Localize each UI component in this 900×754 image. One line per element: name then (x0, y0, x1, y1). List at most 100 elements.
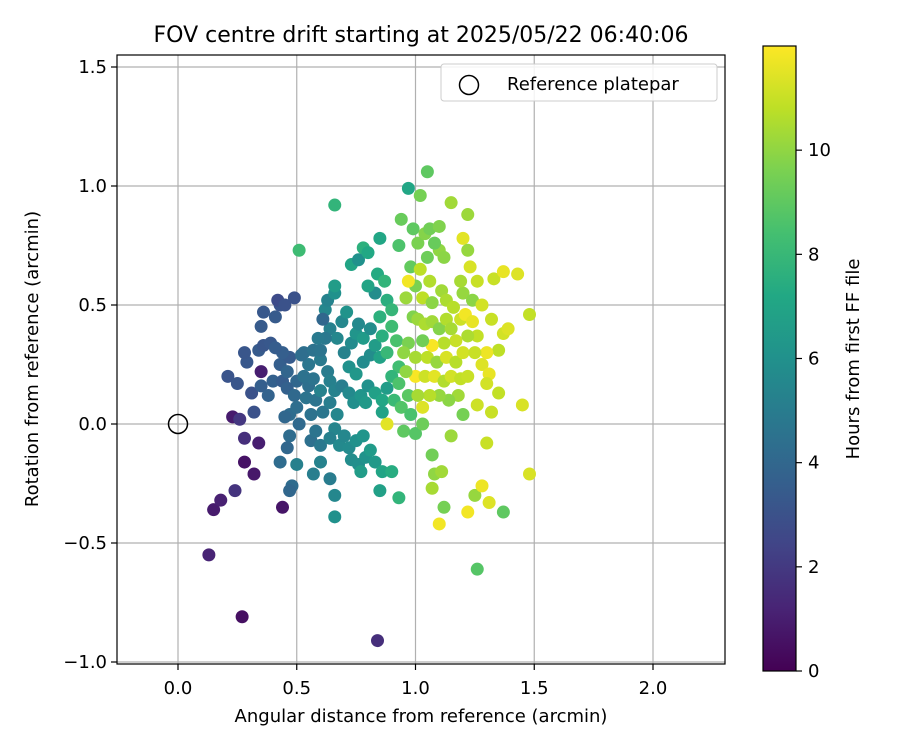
data-point (401, 274, 415, 288)
data-point (314, 343, 327, 357)
data-point (432, 322, 446, 336)
data-point (257, 305, 270, 319)
colorbar-tick-label: 8 (808, 244, 819, 265)
data-point (287, 388, 301, 402)
data-point (316, 312, 330, 326)
chart-title: FOV centre drift starting at 2025/05/22 … (154, 23, 689, 48)
data-point (361, 279, 375, 293)
data-point (413, 189, 427, 203)
data-point (247, 467, 261, 481)
y-tick-label: 1.0 (78, 176, 107, 197)
data-point (456, 231, 470, 245)
data-point (501, 322, 515, 336)
data-point (280, 365, 294, 379)
data-point (280, 441, 294, 455)
colorbar-label: Hours from first FF file (843, 259, 864, 460)
data-point (385, 303, 399, 317)
data-point (202, 548, 216, 562)
data-point (323, 396, 337, 410)
data-point (432, 517, 446, 531)
colorbar-tick-label: 10 (808, 140, 831, 161)
plot-frame (116, 54, 726, 665)
data-point (468, 346, 482, 360)
data-point (297, 369, 311, 383)
data-point (470, 398, 484, 412)
data-point (352, 317, 365, 331)
grid-lines (117, 55, 725, 664)
data-point (311, 331, 325, 345)
data-point (337, 346, 351, 360)
data-point (480, 377, 494, 391)
y-axis-label: Rotation from reference (arcmin) (22, 211, 43, 507)
data-point (475, 358, 489, 371)
data-point (323, 431, 337, 445)
data-point (299, 391, 313, 405)
data-point (399, 291, 413, 305)
data-point (268, 310, 282, 324)
data-point (397, 346, 411, 360)
data-point (306, 467, 320, 481)
data-point (380, 346, 394, 360)
data-point (233, 412, 247, 426)
data-point (416, 417, 430, 431)
data-point (266, 374, 280, 388)
data-point (475, 479, 489, 493)
data-point (425, 448, 439, 462)
data-point (373, 231, 387, 245)
data-point (480, 346, 494, 360)
data-point (375, 465, 389, 479)
data-point (511, 267, 525, 281)
data-point (290, 400, 304, 414)
data-point (385, 319, 399, 333)
data-point (373, 310, 387, 324)
legend-open-circle-icon (458, 74, 480, 96)
data-point (375, 393, 389, 407)
data-point (392, 239, 406, 252)
data-point (463, 260, 477, 274)
data-point (230, 377, 244, 391)
data-point (437, 500, 451, 514)
data-point (361, 246, 375, 260)
data-point (378, 274, 392, 288)
data-point (475, 298, 489, 312)
data-point (444, 196, 458, 210)
legend-label: Reference platepar (507, 74, 679, 95)
colorbar-tick-label: 0 (808, 661, 819, 682)
y-tick-label: −1.0 (63, 652, 107, 673)
data-point (261, 388, 275, 402)
data-point (449, 334, 463, 348)
data-point (435, 465, 449, 479)
data-point (359, 396, 373, 410)
data-point (304, 407, 318, 421)
colorbar-tick-label: 6 (808, 349, 819, 370)
data-point (323, 472, 337, 486)
colorbar-ticks: 0 2 4 6 8 10 (796, 140, 831, 682)
data-point (214, 493, 228, 507)
data-point (492, 386, 506, 400)
data-point (447, 300, 460, 314)
data-point (314, 384, 327, 398)
data-point (420, 250, 434, 264)
data-point (468, 488, 482, 502)
data-point (380, 381, 394, 395)
data-point (371, 634, 384, 648)
data-point (423, 274, 437, 288)
data-point (292, 417, 306, 431)
data-point (432, 388, 446, 402)
data-point (368, 455, 382, 469)
data-point (390, 334, 403, 348)
colorbar-tick-label: 4 (808, 453, 819, 474)
data-point (363, 322, 377, 336)
data-point (292, 243, 306, 257)
data-point (406, 222, 420, 236)
data-point (470, 562, 484, 576)
data-point (394, 212, 408, 226)
data-point (454, 274, 468, 288)
data-point (228, 484, 242, 498)
x-tick-label: 2.0 (639, 678, 668, 699)
data-point (418, 369, 432, 383)
data-point (420, 165, 434, 179)
data-point (444, 322, 458, 336)
x-axis-ticks: 0.0 0.5 1.0 1.5 2.0 (164, 664, 668, 699)
